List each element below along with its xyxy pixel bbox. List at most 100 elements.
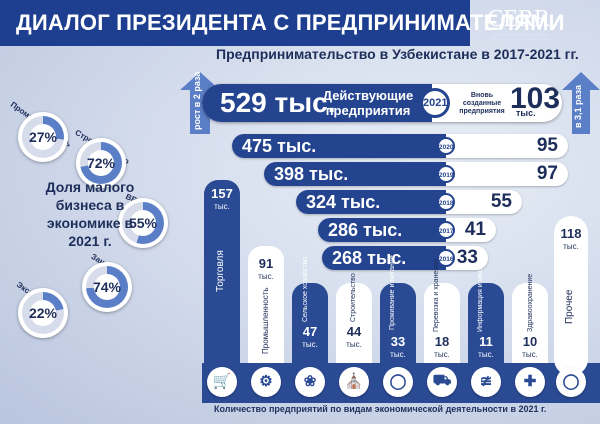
sector-name: Строительство [350, 273, 357, 322]
sector-value: 11 [479, 334, 493, 349]
row-year: 2017 [437, 221, 455, 239]
sector-column-healthcare [512, 283, 548, 363]
sector-name: Проживание и питание [389, 255, 396, 330]
share-value: 27% [28, 129, 58, 145]
plate-icon: ◯ [383, 367, 413, 397]
sector-unit: тыс. [390, 350, 406, 359]
row-2021-active-value: 529 тыс. [220, 87, 336, 118]
row-new-value: 41 [464, 219, 486, 240]
row-year: 2019 [437, 165, 455, 183]
sector-name: Перевозка и хранение [433, 259, 440, 332]
share-ring [122, 202, 164, 244]
row-active-value: 324 тыс. [306, 192, 381, 212]
row-new-value: 55 [490, 191, 512, 212]
sector-value: 91 [258, 256, 274, 271]
row-active-value: 398 тыс. [274, 164, 349, 184]
row-2019: 398 тыс. 2019 97 [264, 162, 568, 186]
row-active-bar [264, 162, 446, 186]
row-2018: 324 тыс. 2018 55 [296, 190, 522, 214]
sector-name: Промышленность [261, 287, 270, 354]
sector-name: Здравоохранение [527, 273, 534, 332]
share-bubble-gdp: 55% [118, 198, 168, 248]
gears-icon: ⚙ [251, 367, 281, 397]
sector-unit: тыс. [478, 350, 494, 359]
sector-column-ict [468, 283, 504, 363]
sector-name: Торговля [215, 250, 226, 292]
sector-column-hospitality [380, 283, 416, 363]
cerr-logo-subtitle: Center for Economic Research and Reforms [491, 32, 551, 42]
header-band [0, 0, 470, 46]
row-2021-active-bar [202, 84, 432, 122]
page-title: ДИАЛОГ ПРЕЗИДЕНТА С ПРЕДПРИНИМАТЕЛЯМИ [16, 10, 565, 35]
share-bubble-employment: 74% [82, 262, 132, 312]
row-2017: 286 тыс. 2017 41 [318, 218, 496, 242]
share-ring [86, 266, 128, 308]
sector-unit: тыс. [258, 272, 274, 281]
chart-subtitle: Предпринимательство в Узбекистане в 2017… [216, 46, 579, 62]
crane-icon: ⛪ [339, 367, 369, 397]
row-active-value: 475 тыс. [242, 136, 317, 156]
sector-unit: тыс. [346, 340, 362, 349]
row-active-value: 286 тыс. [328, 220, 403, 240]
small-business-share-label: Доля малого бизнеса в экономике в 2021 г… [45, 179, 135, 249]
sector-column-agriculture [292, 283, 328, 363]
sector-value: 18 [434, 334, 450, 349]
sector-unit: тыс. [302, 340, 318, 349]
sector-value: 47 [302, 324, 318, 339]
circle-icon: ◯ [556, 367, 586, 397]
sector-name: Информация и связь [477, 263, 484, 332]
sector-column-industry [248, 246, 284, 363]
sector-value: 157 [211, 186, 233, 201]
row-active-bar [296, 190, 446, 214]
share-value: 74% [92, 279, 122, 295]
sector-value: 118 [560, 226, 582, 241]
sector-column-trade [204, 180, 240, 363]
wifi-icon: ≇ [471, 367, 501, 397]
sprout-icon: ❀ [295, 367, 325, 397]
row-2021-year: 2021 [420, 88, 450, 118]
row-2020: 475 тыс. 2020 95 [232, 134, 568, 158]
row-year: 2018 [437, 193, 455, 211]
sector-column-transport [424, 283, 460, 363]
medical-cross-icon: ✚ [515, 367, 545, 397]
sector-value: 33 [390, 334, 406, 349]
share-ring [22, 292, 64, 334]
sector-unit: тыс. [214, 202, 230, 211]
truck-icon: ⛟ [427, 367, 457, 397]
cart-icon: 🛒 [207, 367, 237, 397]
row-2016: 268 тыс. 2016 33 [322, 246, 488, 270]
row-2021-new-value: 103 [510, 84, 561, 115]
row-active-bar [322, 246, 446, 270]
row-2021-new-unit: тыс. [516, 108, 536, 118]
sector-column-construction [336, 283, 372, 363]
row-active-value: 268 тыс. [332, 248, 407, 268]
share-bubble-export: 22% [18, 288, 68, 338]
sector-unit: тыс. [563, 242, 579, 251]
row-year: 2016 [437, 249, 455, 267]
row-2021: 529 тыс. Действующие предприятия 2021 Вн… [202, 84, 562, 122]
sector-value: 44 [346, 324, 362, 339]
row-active-bar [232, 134, 446, 158]
share-ring [22, 116, 64, 158]
growth-right-label: в 3,1 раза [573, 84, 583, 128]
row-new-value: 95 [536, 135, 558, 156]
row-2021-active-label: Действующие предприятия [322, 88, 414, 118]
share-bubble-construction: 72% [76, 138, 126, 188]
row-new-value: 97 [536, 163, 558, 184]
growth-arrow-right-icon [562, 72, 600, 134]
row-active-bar [318, 218, 446, 242]
share-bubble-industry: 27% [18, 112, 68, 162]
sector-name: Сельское хозяйство [302, 256, 309, 322]
share-value: 55% [128, 215, 158, 231]
sector-unit: тыс. [434, 350, 450, 359]
share-value: 72% [86, 155, 116, 171]
growth-left-label: рост в 2 раза [192, 71, 202, 130]
cerr-logo: CERR [487, 6, 550, 32]
row-new-value: 33 [456, 247, 478, 268]
sector-name: Прочее [564, 289, 575, 324]
row-year: 2020 [437, 137, 455, 155]
sector-column-other [554, 216, 588, 376]
sector-chart-caption: Количество предприятий по видам экономич… [214, 404, 547, 414]
row-2021-new-label: Вновь созданные предприятия [459, 92, 505, 115]
